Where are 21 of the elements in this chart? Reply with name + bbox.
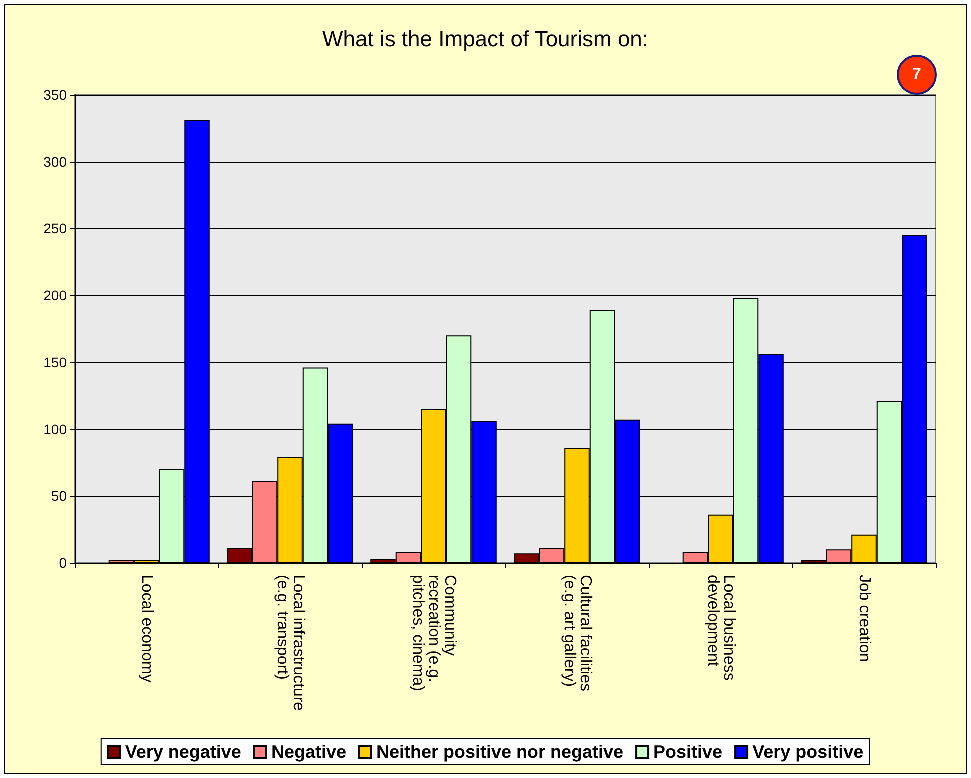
y-tick-label: 300 [44, 154, 68, 170]
chart-title: What is the Impact of Tourism on: [322, 26, 649, 52]
legend-label: Very positive [752, 742, 864, 762]
y-tick-label: 150 [44, 354, 68, 370]
x-tick-label: Cultural facilities (e.g. art gallery) [560, 575, 594, 696]
number-badge: 7 [897, 55, 937, 95]
x-tick-label: Community recreation (e.g. pitches, cinema) [409, 575, 458, 692]
x-tick-label: Local infrastructure (e.g. transport) [274, 575, 307, 716]
legend-label: Neither positive nor negative [376, 742, 624, 762]
y-tick-label: 250 [44, 220, 68, 237]
x-tick-label: Local economy [138, 575, 156, 683]
y-tick-label: 350 [44, 87, 68, 103]
y-tick-label: 200 [44, 288, 68, 304]
legend-label: Positive [654, 742, 723, 762]
x-tick-label: Job creation [856, 575, 873, 662]
x-tick-label: Local business development [704, 575, 738, 686]
y-tick-label: 100 [44, 421, 68, 438]
legend-label: Very negative [125, 742, 242, 762]
y-tick-label: 50 [51, 488, 68, 504]
legend-label: Negative [271, 742, 346, 762]
y-tick-label: 0 [59, 555, 68, 571]
